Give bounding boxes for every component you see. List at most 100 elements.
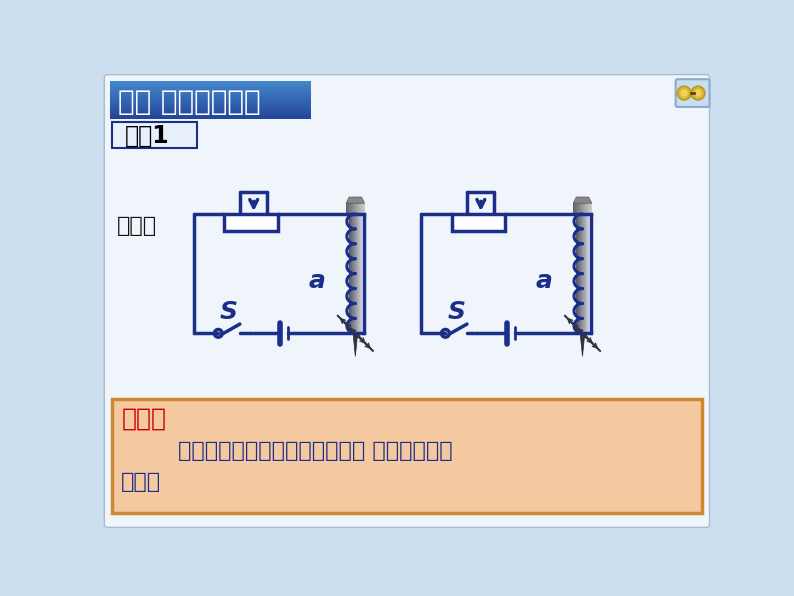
Bar (356, 203, 357, 214)
Bar (110, 109, 310, 110)
Bar (346, 203, 348, 214)
Bar (347, 203, 349, 214)
Bar (357, 214, 358, 333)
Bar (348, 203, 349, 214)
Bar (349, 214, 350, 333)
Bar (579, 203, 580, 214)
Text: 现象：: 现象： (117, 216, 156, 235)
Text: a: a (535, 269, 553, 293)
Bar (580, 214, 581, 333)
Bar (354, 214, 355, 333)
Bar (586, 214, 587, 333)
Bar (588, 203, 589, 214)
Circle shape (677, 86, 691, 100)
Text: 匹数一定时，通入的电流越大， 电磁铁的磁性: 匹数一定时，通入的电流越大， 电磁铁的磁性 (121, 441, 453, 461)
Bar (350, 203, 351, 214)
Bar (110, 118, 310, 119)
Bar (110, 106, 310, 107)
Polygon shape (580, 333, 585, 356)
Text: 结论：: 结论： (121, 407, 166, 431)
Bar (578, 203, 579, 214)
Bar (577, 214, 578, 333)
Bar (591, 203, 592, 214)
Text: a: a (308, 269, 326, 293)
Circle shape (679, 88, 689, 98)
Bar (576, 214, 577, 333)
Bar (110, 96, 310, 97)
Bar (576, 214, 577, 333)
Bar (364, 203, 365, 214)
Bar (352, 214, 353, 333)
Bar (362, 203, 363, 214)
Bar (349, 214, 350, 333)
Bar (358, 203, 360, 214)
Bar (584, 214, 585, 333)
Bar (585, 214, 586, 333)
Bar (587, 214, 588, 333)
Bar (110, 114, 310, 116)
Bar (584, 203, 586, 214)
Bar (110, 90, 310, 91)
Bar (354, 203, 356, 214)
Bar (110, 107, 310, 108)
Bar (581, 214, 582, 333)
Bar (580, 214, 581, 333)
Bar (110, 87, 310, 88)
Text: 演示1: 演示1 (125, 123, 169, 147)
Bar (110, 88, 310, 89)
Bar (583, 203, 584, 214)
Bar (351, 214, 352, 333)
Bar (574, 203, 576, 214)
Bar (353, 203, 354, 214)
Bar (360, 214, 361, 333)
Bar (110, 93, 310, 94)
Bar (359, 214, 360, 333)
Circle shape (695, 90, 701, 96)
Bar (580, 203, 581, 214)
Bar (579, 214, 580, 333)
Bar (576, 203, 577, 214)
Bar (577, 203, 578, 214)
Bar (110, 103, 310, 104)
Bar (357, 214, 358, 333)
Bar (580, 203, 582, 214)
Bar (355, 214, 356, 333)
Bar (110, 81, 310, 82)
Text: S: S (447, 300, 465, 324)
Bar (358, 214, 359, 333)
Polygon shape (353, 333, 357, 356)
Bar (110, 97, 310, 98)
FancyBboxPatch shape (112, 399, 702, 513)
Bar (578, 214, 579, 333)
Bar (577, 214, 578, 333)
Bar (583, 214, 584, 333)
Bar (587, 203, 588, 214)
Bar (110, 112, 310, 113)
Bar (349, 203, 350, 214)
Bar (110, 94, 310, 95)
Bar (582, 214, 583, 333)
Bar (575, 203, 576, 214)
Bar (582, 214, 583, 333)
Bar (110, 113, 310, 114)
FancyBboxPatch shape (104, 74, 710, 527)
Bar (578, 214, 579, 333)
Bar (360, 214, 361, 333)
Bar (587, 214, 588, 333)
Bar (588, 214, 589, 333)
Bar (579, 214, 580, 333)
Bar (225, 214, 279, 231)
Bar (357, 203, 359, 214)
Bar (354, 214, 355, 333)
Bar (110, 82, 310, 83)
Bar (356, 214, 357, 333)
Bar (350, 214, 351, 333)
Text: 二、 电磁铁的磁性: 二、 电磁铁的磁性 (118, 88, 260, 116)
Bar (110, 85, 310, 86)
Bar (584, 214, 585, 333)
Text: 越强。: 越强。 (121, 472, 161, 492)
Bar (353, 203, 355, 214)
Polygon shape (346, 197, 364, 203)
Bar (110, 105, 310, 106)
Bar (361, 203, 362, 214)
